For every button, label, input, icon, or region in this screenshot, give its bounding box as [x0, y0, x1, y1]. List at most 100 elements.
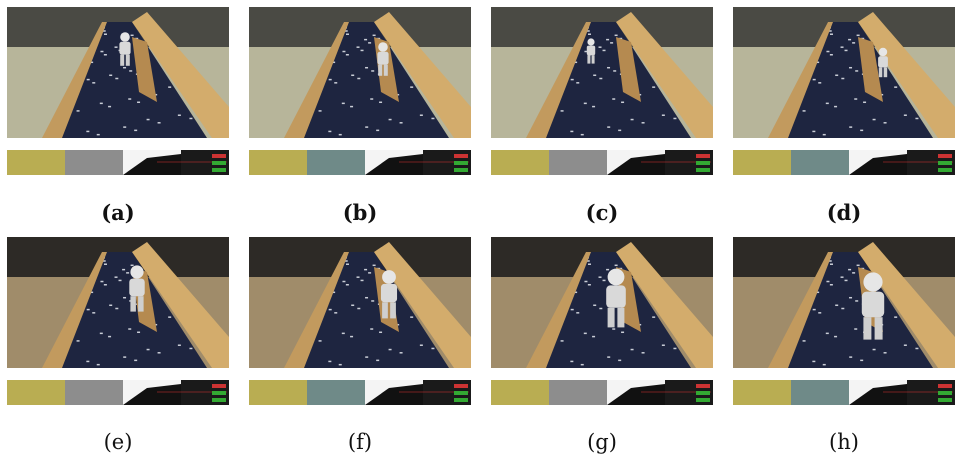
- carpet-pattern: [576, 82, 579, 84]
- robot-leg: [884, 67, 888, 77]
- strip-bar: [696, 391, 710, 395]
- subfigure-label: (h): [733, 430, 955, 454]
- carpet-pattern: [841, 46, 844, 48]
- carpet-pattern: [571, 309, 574, 311]
- strip-bar: [938, 161, 952, 165]
- carpet-pattern: [607, 126, 610, 128]
- carpet-pattern: [631, 119, 634, 121]
- carpet-pattern: [884, 352, 887, 354]
- carpet-pattern: [128, 328, 131, 330]
- sensor-strip: [7, 380, 229, 405]
- carpet-pattern: [126, 272, 129, 274]
- carpet-pattern: [319, 110, 322, 112]
- carpet-pattern: [855, 70, 858, 72]
- carpet-pattern: [123, 297, 126, 299]
- robot-leg: [120, 55, 124, 66]
- carpet-pattern: [342, 103, 345, 105]
- robot-body: [606, 285, 626, 307]
- carpet-pattern: [131, 265, 134, 267]
- strip-bar: [696, 154, 710, 158]
- carpet-pattern: [97, 364, 100, 366]
- carpet-pattern: [621, 102, 624, 104]
- strip-image: [549, 150, 607, 175]
- carpet-pattern: [662, 114, 665, 116]
- carpet-pattern: [662, 344, 665, 346]
- carpet-pattern: [123, 356, 126, 358]
- strip-bar: [696, 168, 710, 172]
- carpet-pattern: [823, 364, 826, 366]
- carpet-pattern: [420, 114, 423, 116]
- carpet-pattern: [420, 344, 423, 346]
- carpet-pattern: [835, 75, 838, 77]
- strip-image: [791, 380, 849, 405]
- carpet-pattern: [835, 305, 838, 307]
- carpet-pattern: [584, 333, 587, 335]
- carpet-pattern: [873, 119, 876, 121]
- sensor-strip: [249, 150, 471, 175]
- carpet-pattern: [86, 131, 89, 133]
- photo: [491, 7, 713, 138]
- carpet-pattern: [128, 98, 131, 100]
- carpet-pattern: [849, 67, 852, 69]
- carpet-pattern: [618, 130, 621, 132]
- carpet-pattern: [830, 263, 833, 265]
- carpet-pattern: [108, 106, 111, 108]
- carpet-pattern: [860, 360, 863, 362]
- carpet-pattern: [642, 122, 645, 124]
- carpet-pattern: [673, 348, 676, 350]
- carpet-pattern: [588, 284, 591, 286]
- carpet-pattern: [813, 79, 816, 81]
- carpet-pattern: [115, 78, 118, 80]
- carpet-pattern: [115, 276, 118, 278]
- robot-head: [120, 32, 130, 42]
- carpet-pattern: [584, 103, 587, 105]
- carpet-pattern: [346, 263, 349, 265]
- photo: [7, 237, 229, 368]
- carpet-pattern: [137, 332, 140, 334]
- strip-image: [733, 150, 791, 175]
- strip-image: [307, 150, 365, 175]
- carpet-pattern: [342, 281, 345, 283]
- carpet-pattern: [86, 361, 89, 363]
- carpet-pattern: [606, 39, 609, 41]
- carpet-pattern: [612, 328, 615, 330]
- carpet-pattern: [365, 297, 368, 299]
- carpet-pattern: [652, 316, 655, 318]
- carpet-pattern: [158, 122, 161, 124]
- carpet-pattern: [845, 50, 848, 52]
- carpet-pattern: [168, 86, 171, 88]
- carpet-pattern: [178, 114, 181, 116]
- carpet-pattern: [863, 102, 866, 104]
- carpet-pattern: [109, 75, 112, 77]
- carpet-pattern: [584, 281, 587, 283]
- robot-leg: [390, 302, 396, 318]
- sensor-strip: [491, 380, 713, 405]
- carpet-pattern: [373, 35, 376, 37]
- robot-leg: [384, 65, 388, 76]
- strip-bar: [212, 154, 226, 158]
- strip-bar: [454, 161, 468, 165]
- carpet-pattern: [104, 284, 107, 286]
- strip-image: [7, 380, 65, 405]
- strip-image: [65, 150, 123, 175]
- carpet-pattern: [319, 340, 322, 342]
- strip-bar: [454, 398, 468, 402]
- carpet-pattern: [147, 119, 150, 121]
- carpet-pattern: [576, 312, 579, 314]
- strip-bar: [212, 161, 226, 165]
- carpet-pattern: [400, 352, 403, 354]
- carpet-pattern: [364, 39, 367, 41]
- carpet-pattern: [379, 102, 382, 104]
- carpet-pattern: [561, 110, 564, 112]
- carpet-pattern: [857, 265, 860, 267]
- carpet-pattern: [613, 70, 616, 72]
- carpet-pattern: [818, 82, 821, 84]
- robot-leg: [875, 317, 883, 339]
- carpet-pattern: [357, 276, 360, 278]
- robot-head: [587, 38, 594, 45]
- carpet-pattern: [830, 284, 833, 286]
- strip-bar: [454, 168, 468, 172]
- carpet-pattern: [77, 110, 80, 112]
- carpet-pattern: [339, 364, 342, 366]
- sensor-strip: [7, 150, 229, 175]
